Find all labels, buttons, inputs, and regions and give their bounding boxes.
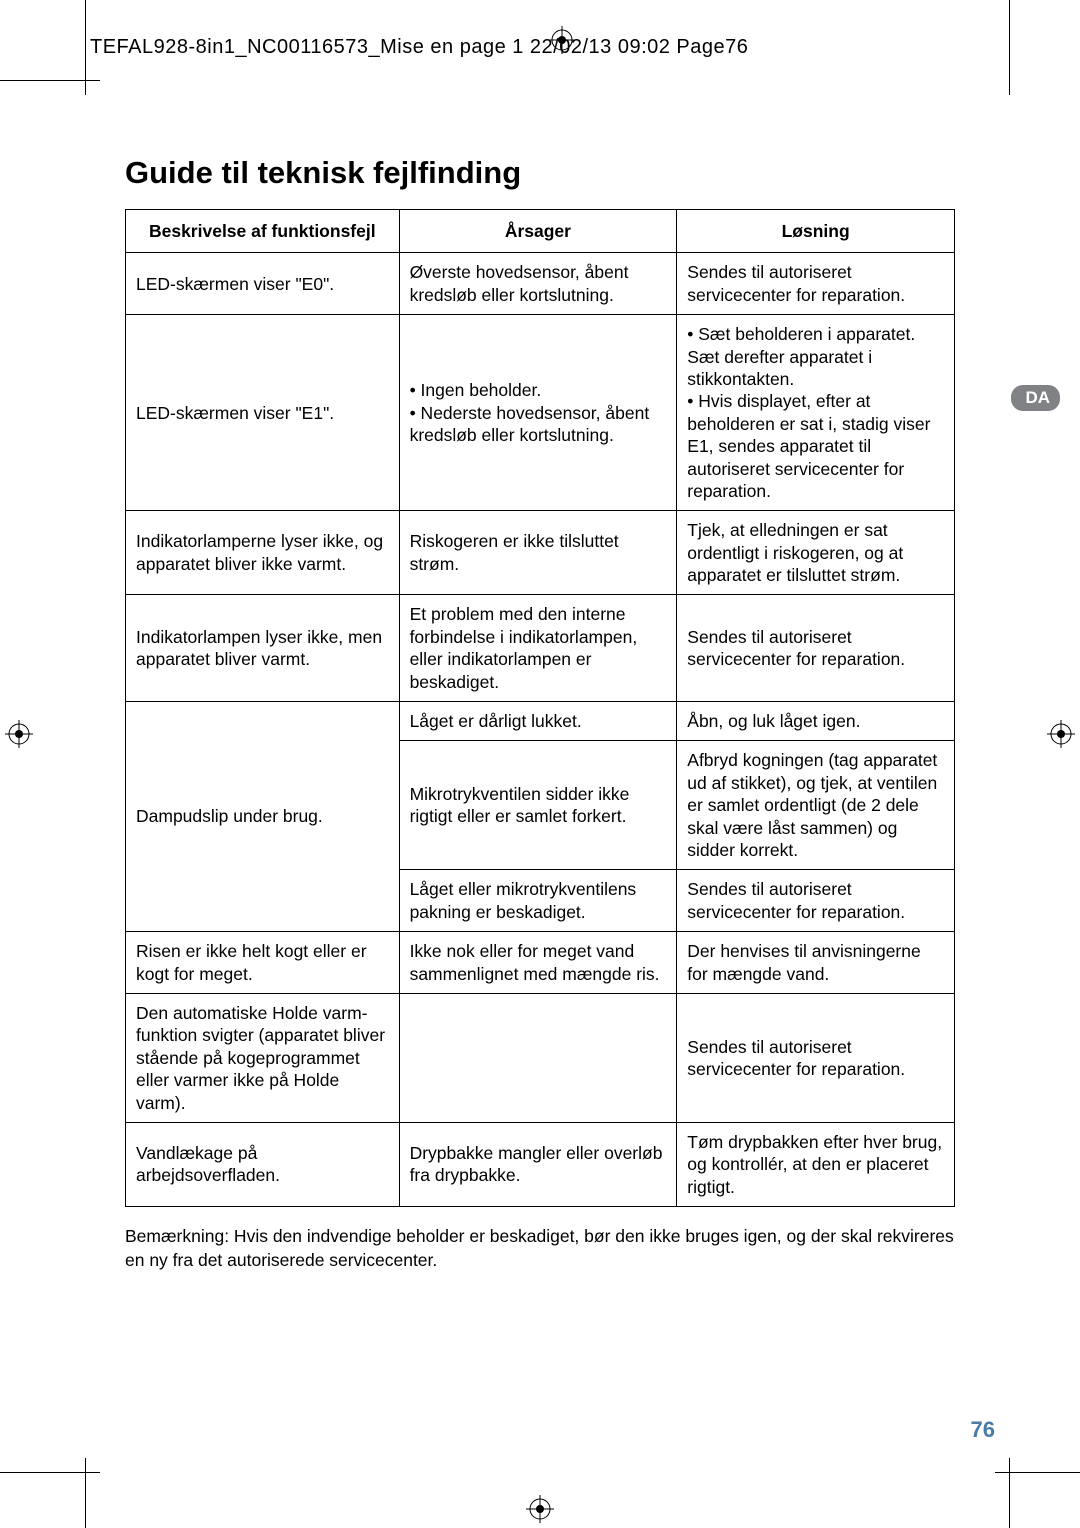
language-badge: DA xyxy=(1011,385,1060,411)
cell-description: LED-skærmen viser "E0". xyxy=(126,253,400,315)
cell-fix: Sendes til autoriseret servicecenter for… xyxy=(677,595,955,702)
cell-description: Den automatiske Holde varm-funktion svig… xyxy=(126,993,400,1122)
cell-fix: Sendes til autoriseret servicecenter for… xyxy=(677,870,955,932)
document-header: TEFAL928-8in1_NC00116573_Mise en page 1 … xyxy=(90,36,748,59)
table-row: LED-skærmen viser "E0". Øverste hovedsen… xyxy=(126,253,955,315)
table-row: Indikatorlampen lyser ikke, men apparate… xyxy=(126,595,955,702)
crop-mark xyxy=(0,80,100,81)
cell-fix: Åbn, og luk låget igen. xyxy=(677,702,955,741)
registration-mark-icon xyxy=(5,720,33,748)
main-content: Guide til teknisk fejlfinding Beskrivels… xyxy=(125,155,955,1272)
registration-mark-icon xyxy=(1047,720,1075,748)
crop-mark xyxy=(1009,1458,1010,1528)
troubleshooting-table: Beskrivelse af funktionsfejl Årsager Løs… xyxy=(125,209,955,1207)
cell-fix: Afbryd kogningen (tag apparatet ud af st… xyxy=(677,741,955,870)
header-causes: Årsager xyxy=(399,210,677,253)
cell-cause: Låget eller mikrotrykventilens pakning e… xyxy=(399,870,677,932)
cell-description: Risen er ikke helt kogt eller er kogt fo… xyxy=(126,932,400,994)
cell-fix: Der henvises til anvisningerne for mængd… xyxy=(677,932,955,994)
crop-mark xyxy=(0,1472,100,1473)
table-header-row: Beskrivelse af funktionsfejl Årsager Løs… xyxy=(126,210,955,253)
cell-cause: Mikrotrykventilen sidder ikke rigtigt el… xyxy=(399,741,677,870)
cell-fix: Sendes til autoriseret servicecenter for… xyxy=(677,993,955,1122)
registration-mark-icon xyxy=(526,1495,554,1523)
page-title: Guide til teknisk fejlfinding xyxy=(125,155,955,191)
cell-cause: Øverste hovedsensor, åbent kredsløb elle… xyxy=(399,253,677,315)
cell-description: Indikatorlamperne lyser ikke, og apparat… xyxy=(126,511,400,595)
cell-description: Dampudslip under brug. xyxy=(126,702,400,932)
header-description: Beskrivelse af funktionsfejl xyxy=(126,210,400,253)
cell-cause: Ikke nok eller for meget vand sammenlign… xyxy=(399,932,677,994)
cell-cause: Riskogeren er ikke tilsluttet strøm. xyxy=(399,511,677,595)
crop-mark xyxy=(85,1458,86,1528)
cell-cause: Drypbakke mangler eller overløb fra dryp… xyxy=(399,1122,677,1206)
table-row: Den automatiske Holde varm-funktion svig… xyxy=(126,993,955,1122)
cell-cause: Låget er dårligt lukket. xyxy=(399,702,677,741)
cell-fix: Sendes til autoriseret servicecenter for… xyxy=(677,253,955,315)
cell-cause xyxy=(399,993,677,1122)
cell-description: LED-skærmen viser "E1". xyxy=(126,315,400,511)
cell-description: Indikatorlampen lyser ikke, men apparate… xyxy=(126,595,400,702)
footnote: Bemærkning: Hvis den indvendige beholder… xyxy=(125,1225,955,1272)
table-row: Risen er ikke helt kogt eller er kogt fo… xyxy=(126,932,955,994)
cell-description: Vandlækage på arbejdsoverfladen. xyxy=(126,1122,400,1206)
cell-cause: • Ingen beholder. • Nederste hovedsensor… xyxy=(399,315,677,511)
header-solution: Løsning xyxy=(677,210,955,253)
cell-fix: • Sæt beholderen i apparatet. Sæt dereft… xyxy=(677,315,955,511)
table-row: Vandlækage på arbejdsoverfladen. Drypbak… xyxy=(126,1122,955,1206)
crop-mark xyxy=(1009,0,1010,95)
table-row: LED-skærmen viser "E1". • Ingen beholder… xyxy=(126,315,955,511)
page-number: 76 xyxy=(971,1417,995,1443)
cell-cause: Et problem med den interne forbindelse i… xyxy=(399,595,677,702)
cell-fix: Tjek, at elledningen er sat ordentligt i… xyxy=(677,511,955,595)
crop-mark xyxy=(995,1472,1080,1473)
registration-mark-icon xyxy=(548,26,576,54)
table-row: Indikatorlamperne lyser ikke, og apparat… xyxy=(126,511,955,595)
table-row: Dampudslip under brug. Låget er dårligt … xyxy=(126,702,955,741)
cell-fix: Tøm drypbakken efter hver brug, og kontr… xyxy=(677,1122,955,1206)
